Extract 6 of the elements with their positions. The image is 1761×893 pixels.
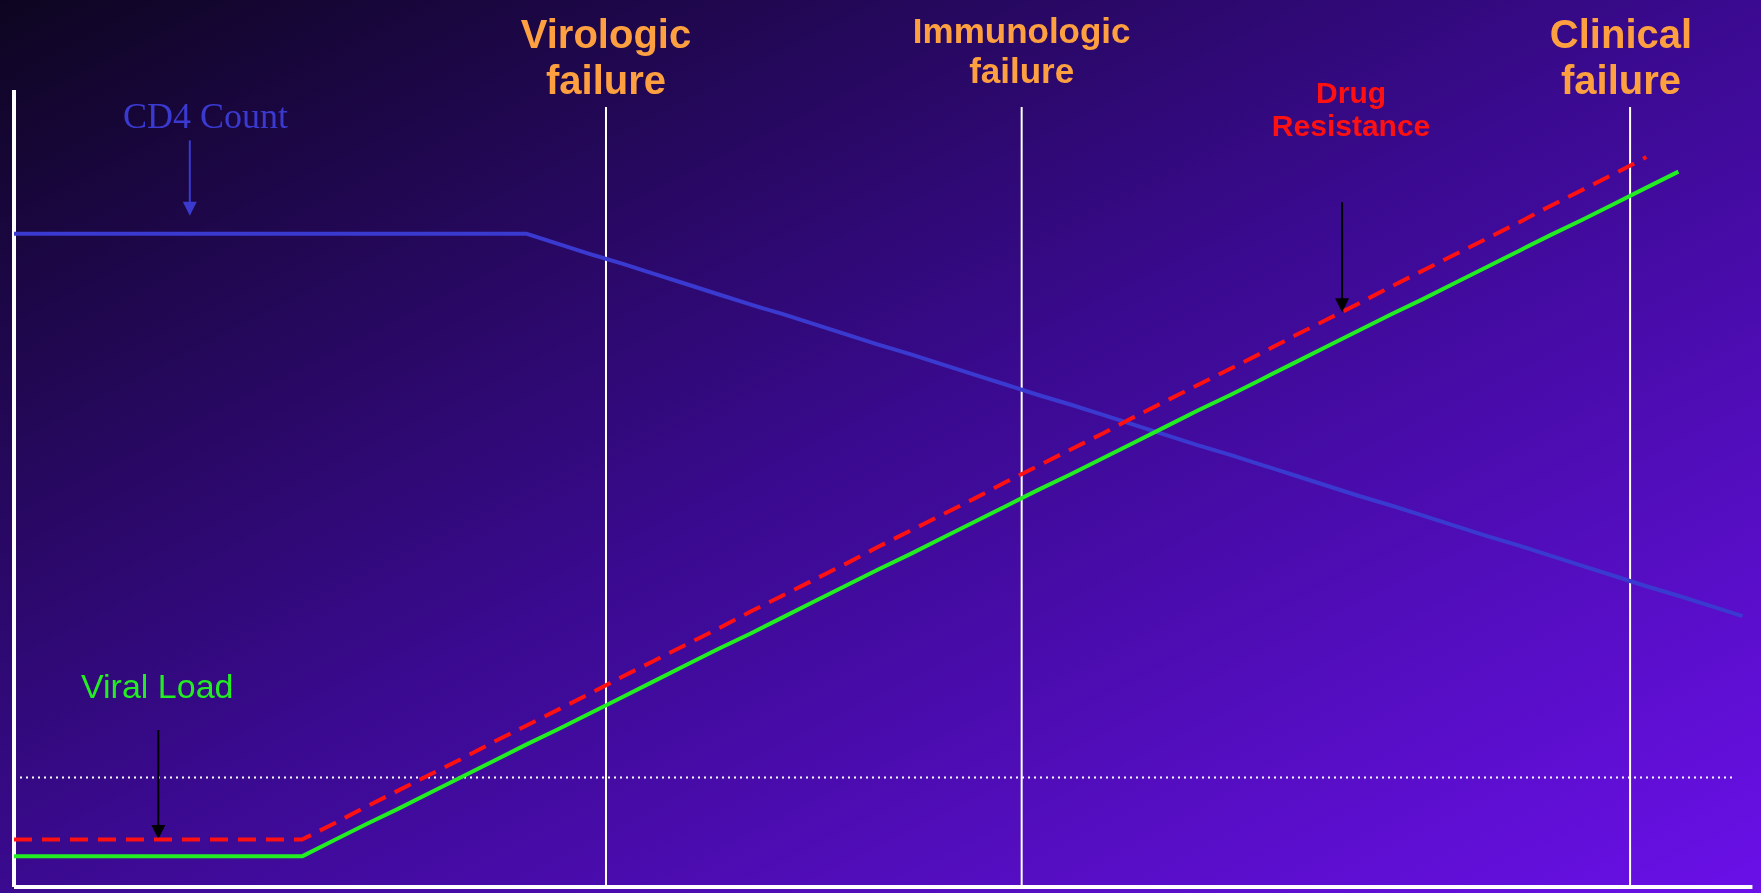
text: Virologic failure [520,11,692,102]
text: Immunologic failure [912,10,1131,90]
text: Clinical failure [1549,11,1693,102]
text: Viral Load [80,667,234,706]
text: CD4 Count [123,96,289,137]
text: Drug Resistance [1271,75,1431,142]
